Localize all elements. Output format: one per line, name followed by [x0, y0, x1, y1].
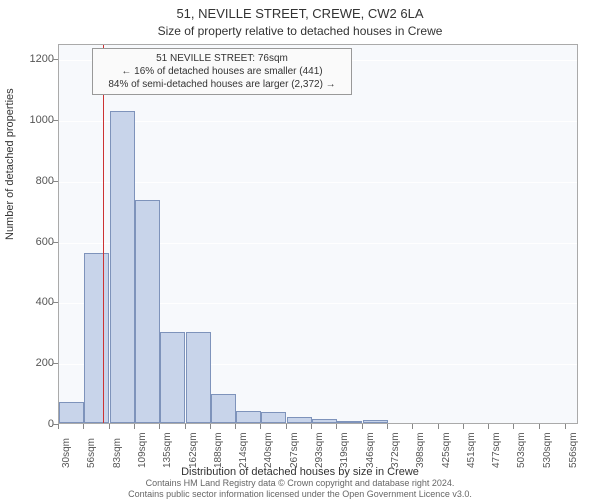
- histogram-bar: [312, 419, 337, 423]
- x-tick-mark: [438, 424, 439, 429]
- x-tick-label: 188sqm: [213, 432, 224, 468]
- histogram-bar: [337, 421, 362, 423]
- x-tick-label: 398sqm: [415, 432, 426, 468]
- histogram-bar: [160, 332, 185, 423]
- histogram-bar: [261, 412, 286, 423]
- footer-line-2: Contains public sector information licen…: [128, 489, 472, 499]
- y-tick-label: 1000: [14, 114, 54, 126]
- x-tick-label: 83sqm: [112, 438, 123, 468]
- chart-title-sub: Size of property relative to detached ho…: [0, 24, 600, 38]
- x-tick-mark: [109, 424, 110, 429]
- x-tick-label: 214sqm: [238, 432, 249, 468]
- x-tick-mark: [565, 424, 566, 429]
- chart-title-main: 51, NEVILLE STREET, CREWE, CW2 6LA: [0, 6, 600, 21]
- x-tick-label: 477sqm: [491, 432, 502, 468]
- histogram-bar: [135, 200, 160, 423]
- x-tick-mark: [387, 424, 388, 429]
- y-axis-label: Number of detached properties: [4, 88, 16, 240]
- x-tick-mark: [336, 424, 337, 429]
- x-tick-mark: [83, 424, 84, 429]
- x-tick-label: 293sqm: [314, 432, 325, 468]
- x-tick-label: 425sqm: [441, 432, 452, 468]
- y-tick-label: 1200: [14, 53, 54, 65]
- x-tick-mark: [210, 424, 211, 429]
- x-tick-mark: [134, 424, 135, 429]
- y-tick-label: 800: [14, 175, 54, 187]
- histogram-bar: [236, 411, 261, 423]
- x-tick-label: 56sqm: [86, 438, 97, 468]
- histogram-bar: [84, 253, 109, 423]
- x-tick-mark: [463, 424, 464, 429]
- y-tick-label: 600: [14, 236, 54, 248]
- x-tick-mark: [58, 424, 59, 429]
- info-line-1: 51 NEVILLE STREET: 76sqm: [99, 52, 345, 65]
- y-tick-mark: [53, 120, 58, 121]
- x-tick-mark: [235, 424, 236, 429]
- histogram-bar: [110, 111, 135, 423]
- reference-info-box: 51 NEVILLE STREET: 76sqm ← 16% of detach…: [92, 48, 352, 95]
- x-tick-mark: [185, 424, 186, 429]
- x-tick-label: 530sqm: [542, 432, 553, 468]
- histogram-bar: [287, 417, 312, 423]
- histogram-bar: [363, 420, 388, 423]
- x-tick-label: 240sqm: [263, 432, 274, 468]
- y-tick-mark: [53, 302, 58, 303]
- reference-line: [103, 45, 104, 423]
- x-tick-mark: [260, 424, 261, 429]
- x-tick-mark: [286, 424, 287, 429]
- x-tick-label: 267sqm: [289, 432, 300, 468]
- gridline: [59, 182, 577, 183]
- y-tick-label: 400: [14, 296, 54, 308]
- plot-area: [58, 44, 578, 424]
- chart-footnote: Contains HM Land Registry data © Crown c…: [0, 478, 600, 500]
- y-tick-label: 0: [14, 418, 54, 430]
- x-tick-mark: [513, 424, 514, 429]
- y-tick-mark: [53, 363, 58, 364]
- x-tick-label: 451sqm: [466, 432, 477, 468]
- x-tick-label: 109sqm: [137, 432, 148, 468]
- x-tick-mark: [488, 424, 489, 429]
- y-tick-mark: [53, 181, 58, 182]
- info-line-3: 84% of semi-detached houses are larger (…: [99, 78, 345, 91]
- x-tick-mark: [311, 424, 312, 429]
- x-tick-label: 503sqm: [516, 432, 527, 468]
- x-tick-mark: [539, 424, 540, 429]
- x-tick-label: 162sqm: [188, 432, 199, 468]
- histogram-bar: [211, 394, 236, 423]
- histogram-bar: [186, 332, 211, 423]
- x-tick-label: 556sqm: [568, 432, 579, 468]
- x-tick-label: 346sqm: [365, 432, 376, 468]
- y-tick-mark: [53, 242, 58, 243]
- chart-container: 51, NEVILLE STREET, CREWE, CW2 6LA Size …: [0, 0, 600, 500]
- histogram-bar: [59, 402, 84, 423]
- info-line-2: ← 16% of detached houses are smaller (44…: [99, 65, 345, 78]
- x-tick-label: 372sqm: [390, 432, 401, 468]
- y-tick-label: 200: [14, 357, 54, 369]
- footer-line-1: Contains HM Land Registry data © Crown c…: [146, 478, 455, 488]
- x-tick-label: 319sqm: [339, 432, 350, 468]
- y-tick-mark: [53, 59, 58, 60]
- x-tick-mark: [159, 424, 160, 429]
- x-tick-mark: [362, 424, 363, 429]
- gridline: [59, 121, 577, 122]
- x-tick-label: 135sqm: [162, 432, 173, 468]
- x-tick-mark: [412, 424, 413, 429]
- x-tick-label: 30sqm: [61, 438, 72, 468]
- gridline: [59, 425, 577, 426]
